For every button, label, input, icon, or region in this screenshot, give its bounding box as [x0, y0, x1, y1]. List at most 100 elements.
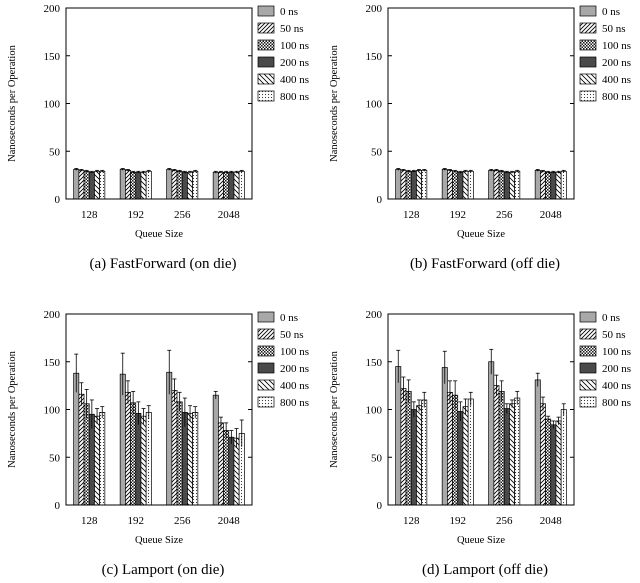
bar-2048-50ns: [540, 170, 546, 200]
bar-192-0ns: [441, 367, 448, 506]
bar-256-200ns: [503, 171, 510, 200]
bar-192-800ns: [467, 170, 474, 200]
legend-swatch: [579, 56, 597, 68]
x-tick-label-2048: 2048: [218, 515, 241, 527]
bar-128-100ns: [83, 403, 90, 506]
bar-192-100ns: [452, 394, 459, 506]
bar-128-800ns: [99, 412, 106, 506]
bar-2048-50ns: [540, 403, 546, 506]
y-tick-label: 150: [366, 357, 383, 369]
legend-label: 400 ns: [280, 74, 309, 86]
bar-128-400ns: [416, 170, 422, 200]
bar-2048-100ns: [545, 171, 552, 200]
x-tick-label-256: 256: [496, 209, 513, 221]
x-tick-label-192: 192: [128, 515, 145, 527]
legend-label: 400 ns: [280, 380, 309, 392]
legend-swatch: [257, 5, 275, 17]
y-tick-label: 50: [49, 452, 61, 464]
y-axis-label: Nanoseconds per Operation: [329, 44, 340, 161]
bar-256-0ns: [166, 169, 173, 200]
bar-128-400ns: [416, 405, 422, 506]
y-tick-label: 50: [371, 146, 383, 158]
y-tick-label: 200: [44, 3, 61, 15]
bar-128-0ns: [73, 169, 80, 200]
bar-128-400ns: [94, 170, 100, 200]
y-tick-label: 150: [44, 51, 61, 63]
bar-2048-800ns: [560, 409, 567, 506]
bar-192-800ns: [145, 412, 152, 506]
bar-128-800ns: [99, 170, 106, 200]
bar-2048-200ns: [550, 171, 557, 200]
y-tick-label: 100: [366, 99, 383, 111]
bar-192-100ns: [130, 402, 137, 506]
legend-label: 200 ns: [280, 57, 309, 69]
bar-2048-50ns: [218, 171, 224, 200]
bar-2048-0ns: [212, 171, 219, 200]
legend-label: 100 ns: [280, 346, 309, 358]
bar-192-0ns: [441, 169, 448, 200]
bar-256-800ns: [514, 170, 521, 200]
panel-caption: (c) Lamport (on die): [102, 562, 225, 578]
y-axis-label: Nanoseconds per Operation: [7, 44, 18, 161]
legend-swatch: [257, 311, 275, 323]
bar-192-400ns: [140, 171, 147, 200]
bar-2048-0ns: [212, 394, 219, 506]
y-tick-label: 50: [49, 146, 61, 158]
chart-panel-3: 0 50 100 150 200 Nanoseconds per Operation 128…: [7, 309, 309, 578]
bar-192-800ns: [145, 170, 152, 200]
bar-128-0ns: [395, 169, 402, 200]
bar-192-200ns: [457, 171, 464, 200]
legend-swatch: [579, 39, 597, 51]
bar-2048-200ns: [228, 171, 235, 200]
bar-128-0ns: [73, 372, 80, 506]
bar-192-50ns: [124, 391, 131, 506]
bar-192-50ns: [446, 391, 453, 506]
y-tick-label: 50: [371, 452, 383, 464]
y-tick-label: 200: [366, 3, 383, 15]
bar-256-0ns: [488, 361, 495, 506]
x-tick-label-2048: 2048: [218, 209, 241, 221]
legend-swatch: [257, 56, 275, 68]
legend-label: 100 ns: [602, 40, 631, 52]
y-tick-label: 0: [55, 500, 61, 512]
legend-label: 200 ns: [602, 57, 631, 69]
legend-swatch: [579, 5, 597, 17]
bar-2048-800ns: [238, 170, 245, 200]
chart-panel-4: 0 50 100 150 200 Nanoseconds per Operation 128…: [329, 309, 631, 578]
panel-caption: (b) FastForward (off die): [410, 256, 560, 272]
x-tick-label-192: 192: [450, 209, 467, 221]
plot-frame: [65, 313, 253, 506]
bar-128-200ns: [88, 171, 95, 200]
plot-frame: [387, 7, 575, 200]
bar-2048-100ns: [223, 171, 230, 200]
bar-2048-200ns: [228, 436, 235, 506]
bar-256-100ns: [176, 401, 183, 506]
y-tick-label: 100: [366, 405, 383, 417]
bar-192-200ns: [135, 412, 142, 506]
bar-192-400ns: [462, 406, 469, 506]
legend-swatch: [257, 345, 275, 357]
bar-256-50ns: [171, 170, 178, 200]
legend-label: 0 ns: [602, 6, 620, 18]
bar-256-200ns: [503, 408, 510, 506]
y-tick-label: 0: [377, 194, 383, 206]
bar-256-400ns: [187, 412, 193, 506]
y-tick-label: 150: [366, 51, 383, 63]
legend-label: 50 ns: [280, 329, 304, 341]
bar-256-100ns: [498, 391, 505, 506]
bar-192-400ns: [140, 415, 147, 506]
bar-128-400ns: [94, 415, 100, 506]
bar-256-100ns: [498, 170, 505, 200]
legend-swatch: [579, 73, 597, 85]
x-axis-label: Queue Size: [457, 535, 505, 546]
bar-256-50ns: [493, 170, 500, 200]
bar-192-200ns: [457, 411, 464, 506]
bar-256-400ns: [509, 403, 515, 506]
legend-label: 400 ns: [602, 74, 631, 86]
legend-label: 0 ns: [280, 6, 298, 18]
y-axis-label: Nanoseconds per Operation: [329, 350, 340, 467]
y-tick-label: 0: [55, 194, 61, 206]
bar-128-0ns: [395, 366, 402, 506]
x-tick-label-256: 256: [496, 515, 513, 527]
bar-2048-400ns: [555, 171, 562, 200]
